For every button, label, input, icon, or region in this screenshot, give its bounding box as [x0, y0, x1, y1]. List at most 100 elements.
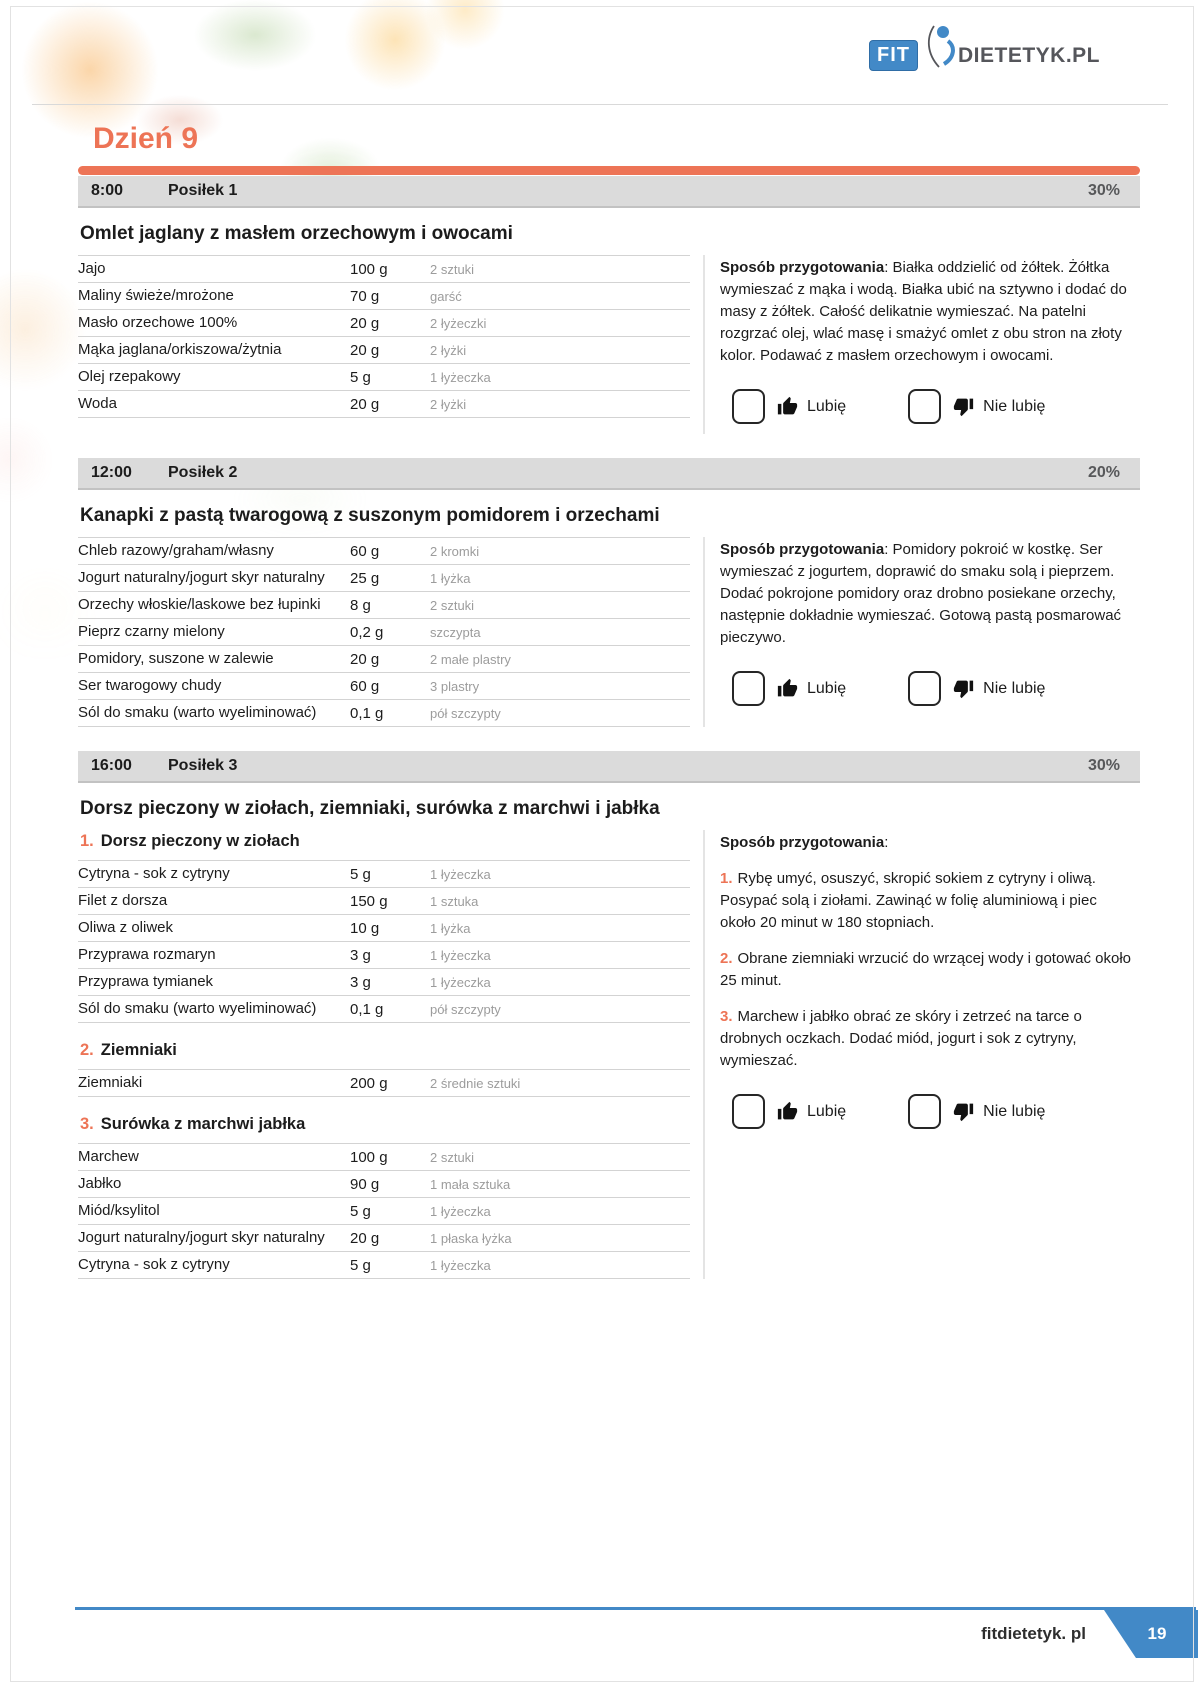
person-icon — [922, 24, 956, 73]
meal-1-time: 8:00 — [91, 182, 124, 199]
meal-3-feedback-row: Lubię Nie lubię — [732, 1094, 1136, 1129]
ingredient-name: Oliwa z oliwek — [78, 919, 174, 936]
meal-section-3: 16:00 Posiłek 3 30% Dorsz pieczony w zio… — [78, 751, 1140, 1279]
meal-2-percent-badge: 20% — [1087, 464, 1120, 481]
ingredient-measure: 2 średnie sztuki — [430, 1075, 521, 1091]
preparation-text: Sposób przygotowania: Pomidory pokroić w… — [720, 539, 1136, 649]
ingredient-name: Pieprz czarny mielony — [78, 623, 225, 640]
table-row: Cytryna - sok z cytryny 5 g 1 łyżeczka — [78, 861, 690, 888]
thumb-down-icon — [953, 1101, 974, 1122]
like-checkbox[interactable] — [732, 671, 765, 706]
table-row: Oliwa z oliwek 10 g 1 łyżka — [78, 915, 690, 942]
ingredient-name: Jajo — [78, 260, 106, 277]
ingredient-amount: 8 g — [350, 596, 371, 614]
ingredient-amount: 100 g — [350, 260, 388, 278]
ingredient-measure: 1 łyżeczka — [430, 866, 491, 882]
ingredient-amount: 5 g — [350, 368, 371, 386]
ingredient-measure: 1 sztuka — [430, 893, 479, 909]
ingredient-measure: 2 sztuki — [430, 597, 475, 613]
table-row: Przyprawa tymianek 3 g 1 łyżeczka — [78, 969, 690, 996]
footer-site-name: fitdietetyk. pl — [981, 1624, 1086, 1643]
table-row: Mąka jaglana/orkiszowa/żytnia 20 g 2 łyż… — [78, 337, 690, 364]
table-row: Chleb razowy/graham/własny 60 g 2 kromki — [78, 538, 690, 565]
table-row: Przyprawa rozmaryn 3 g 1 łyżeczka — [78, 942, 690, 969]
ingredient-amount: 3 g — [350, 973, 371, 991]
ingredient-amount: 25 g — [350, 569, 380, 587]
ingredient-name: Przyprawa rozmaryn — [78, 946, 216, 963]
ingredient-amount: 100 g — [350, 1148, 388, 1166]
ingredient-amount: 5 g — [350, 865, 371, 883]
ingredient-amount: 10 g — [350, 919, 380, 937]
subrecipe-number: 3. — [80, 1115, 94, 1133]
table-row: Pomidory, suszone w zalewie 20 g 2 małe … — [78, 646, 690, 673]
ingredient-measure: 2 małe plastry — [430, 651, 511, 667]
table-row: Jogurt naturalny/jogurt skyr naturalny 2… — [78, 565, 690, 592]
subrecipe-1-heading: 1. Dorsz pieczony w ziołach — [80, 832, 690, 851]
table-row: Olej rzepakowy 5 g 1 łyżeczka — [78, 364, 690, 391]
preparation-label: Sposób przygotowania — [720, 259, 885, 276]
preparation-text: Sposób przygotowania: — [720, 832, 1136, 854]
table-row: Sól do smaku (warto wyeliminować) 0,1 g … — [78, 996, 690, 1023]
ingredient-measure: 1 łyżka — [430, 570, 471, 586]
ingredient-name: Ziemniaki — [78, 1074, 143, 1091]
like-label: Lubię — [807, 1102, 847, 1120]
dislike-label: Nie lubię — [983, 397, 1046, 415]
preparation-step-3: 3. Marchew i jabłko obrać ze skóry i zetr… — [720, 1006, 1136, 1072]
like-option: Lubię — [732, 671, 846, 706]
ingredient-measure: 1 łyżeczka — [430, 947, 491, 963]
subrecipe-title: Dorsz pieczony w ziołach — [100, 832, 300, 850]
meal-3-percent-badge: 30% — [1087, 757, 1120, 774]
ingredient-amount: 20 g — [350, 1229, 380, 1247]
ingredient-measure: szczypta — [430, 624, 481, 640]
meal-1-ingredients: Jajo 100 g 2 sztuki Maliny świeże/mrożon… — [78, 255, 690, 434]
meal-2-label: Posiłek 2 — [168, 464, 238, 481]
step-text: Marchew i jabłko obrać ze skóry i zetrze… — [720, 1008, 1082, 1069]
ingredient-amount: 60 g — [350, 677, 380, 695]
fitdietetyk-logo: FIT DIETETYK.PL — [868, 25, 1100, 73]
dislike-checkbox[interactable] — [908, 1094, 942, 1129]
ingredient-amount: 20 g — [350, 395, 380, 413]
ingredient-measure: 1 mała sztuka — [430, 1176, 511, 1192]
page-content: Dzień 9 8:00 Posiłek 1 30% Omlet jaglany… — [0, 121, 1200, 1279]
ingredient-name: Jabłko — [78, 1175, 122, 1192]
ingredient-name: Maliny świeże/mrożone — [78, 287, 234, 304]
table-row: Miód/ksylitol 5 g 1 łyżeczka — [78, 1198, 690, 1225]
like-option: Lubię — [732, 1094, 846, 1129]
meal-2-feedback-row: Lubię Nie lubię — [732, 671, 1136, 706]
ingredient-amount: 200 g — [350, 1074, 388, 1092]
meal-3-header-bar: 16:00 Posiłek 3 30% — [78, 751, 1140, 783]
preparation-label: Sposób przygotowania — [720, 834, 885, 851]
dislike-option: Nie lubię — [908, 1094, 1045, 1129]
ingredient-amount: 3 g — [350, 946, 371, 964]
step-text: Rybę umyć, osuszyć, skropić sokiem z cyt… — [720, 870, 1097, 931]
meal-3-title: Dorsz pieczony w ziołach, ziemniaki, sur… — [80, 798, 660, 819]
ingredient-name: Ser twarogowy chudy — [78, 677, 222, 694]
ingredient-name: Chleb razowy/graham/własny — [78, 542, 274, 559]
meal-3-time: 16:00 — [91, 757, 132, 774]
like-checkbox[interactable] — [732, 1094, 765, 1129]
table-row: Jajo 100 g 2 sztuki — [78, 256, 690, 283]
step-number: 1. — [720, 870, 733, 887]
ingredient-name: Mąka jaglana/orkiszowa/żytnia — [78, 341, 282, 358]
accent-divider-bar — [78, 166, 1140, 175]
table-row: Orzechy włoskie/laskowe bez łupinki 8 g … — [78, 592, 690, 619]
thumb-up-icon — [777, 678, 798, 699]
ingredient-name: Sól do smaku (warto wyeliminować) — [78, 704, 317, 721]
meal-2-ingredients: Chleb razowy/graham/własny 60 g 2 kromki… — [78, 537, 690, 727]
colon: : — [884, 541, 889, 558]
meal-3-label: Posiłek 3 — [168, 757, 238, 774]
thumb-up-icon — [777, 396, 798, 417]
ingredient-measure: 1 łyżka — [430, 920, 471, 936]
like-checkbox[interactable] — [732, 389, 765, 424]
dislike-checkbox[interactable] — [908, 671, 942, 706]
ingredient-amount: 60 g — [350, 542, 380, 560]
thumb-down-icon — [953, 678, 974, 699]
ingredient-measure: 1 płaska łyżka — [430, 1230, 512, 1246]
ingredient-amount: 5 g — [350, 1256, 371, 1274]
thumb-down-icon — [953, 396, 974, 417]
footer-blue-rule — [75, 1607, 1196, 1610]
ingredient-table: Chleb razowy/graham/własny 60 g 2 kromki… — [78, 537, 690, 727]
dislike-checkbox[interactable] — [908, 389, 942, 424]
ingredient-measure: 1 łyżeczka — [430, 974, 491, 990]
ingredient-name: Olej rzepakowy — [78, 368, 181, 385]
